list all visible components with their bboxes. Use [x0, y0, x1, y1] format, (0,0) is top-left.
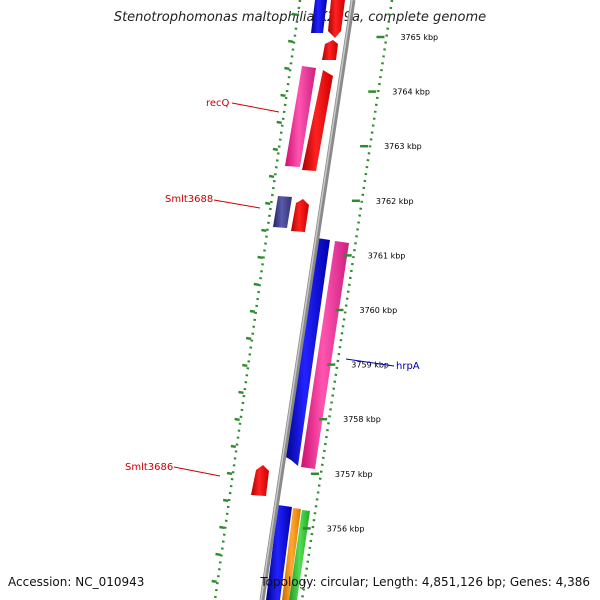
minor-dash	[261, 228, 267, 233]
minor-dash	[291, 12, 298, 17]
minor-dash	[284, 66, 290, 71]
gene-label-hrpa: hrpA	[396, 361, 420, 372]
scale-ticks: 3765 kbp 3764 kbp 3763 kbp 3762 kbp 3761 kbp…	[302, 33, 438, 533]
smlt3688-leader-line	[213, 199, 261, 209]
genome-backbone-highlight	[260, 0, 353, 600]
scale-tick-label: 3765 kbp	[400, 33, 438, 42]
minor-dash	[280, 93, 286, 98]
inner-dotted-ring	[213, 0, 302, 600]
minor-dash	[211, 579, 217, 584]
minor-dash	[287, 39, 294, 44]
minor-dash	[253, 282, 259, 287]
minor-dash	[226, 471, 233, 476]
minor-dash	[222, 498, 229, 503]
smlt3686-leader-line	[173, 466, 221, 477]
scale-tick-label: 3756 kbp	[327, 524, 365, 533]
cds-features	[251, 0, 349, 600]
map-title: Stenotrophomonas maltophilia K279a, comp…	[113, 10, 487, 25]
cds-smlt3688-navy	[273, 196, 292, 228]
recq-leader-line	[231, 102, 280, 113]
minor-dash	[215, 552, 221, 557]
scale-tick-label: 3757 kbp	[335, 470, 373, 479]
cds-smlt3686-red	[251, 465, 269, 496]
cds-red-top	[328, 0, 345, 38]
hrpa-leader-line	[345, 358, 395, 367]
scale-tick-label: 3758 kbp	[343, 415, 381, 424]
cds-green-bottom	[289, 510, 310, 600]
minor-dash	[230, 444, 237, 449]
inner-ring-dots	[213, 0, 302, 600]
scale-tick-label: 3760 kbp	[360, 306, 398, 315]
scale-tick-label: 3763 kbp	[384, 142, 422, 151]
outer-dotted-ring	[300, 0, 394, 600]
minor-dash	[238, 390, 244, 395]
cds-orange-bottom	[282, 508, 301, 600]
minor-dash	[276, 120, 282, 125]
gene-label-smlt3688: Smlt3688	[165, 194, 213, 205]
minor-dash	[257, 255, 263, 260]
cds-smlt3688-red	[291, 199, 309, 232]
minor-dash	[249, 309, 256, 314]
cds-recq-red	[302, 70, 333, 171]
cds-recq-pink	[285, 66, 316, 167]
cds-hrpa-pink	[301, 241, 349, 469]
minor-dash	[272, 147, 279, 152]
cds-blue-bottom	[266, 505, 292, 600]
minor-dash	[242, 363, 248, 368]
scale-tick-label: 3762 kbp	[376, 197, 414, 206]
genome-summary-text: Topology: circular; Length: 4,851,126 bp…	[260, 575, 590, 589]
gene-label-smlt3686: Smlt3686	[125, 462, 173, 473]
minor-dash	[265, 201, 271, 206]
scale-tick-label: 3761 kbp	[368, 251, 406, 260]
cds-hrpa-blue	[284, 238, 330, 466]
minor-tick-dashes	[211, 12, 298, 584]
minor-dash	[219, 525, 225, 530]
outer-ring-dots	[300, 0, 394, 600]
gene-labels: recQ Smlt3688 hrpA Smlt3686	[125, 98, 420, 473]
gene-label-recq: recQ	[206, 98, 230, 109]
cds-red-small	[322, 40, 338, 60]
gene-label-lines	[173, 102, 395, 477]
accession-text: Accession: NC_010943	[8, 575, 145, 589]
minor-dash	[234, 417, 240, 422]
minor-dash	[268, 174, 275, 179]
scale-tick-label: 3764 kbp	[392, 88, 430, 97]
minor-dash	[245, 336, 252, 341]
genome-backbone	[259, 0, 356, 600]
scale-tick-label: 3759 kbp	[351, 361, 389, 370]
cds-navy-top	[311, 0, 327, 33]
